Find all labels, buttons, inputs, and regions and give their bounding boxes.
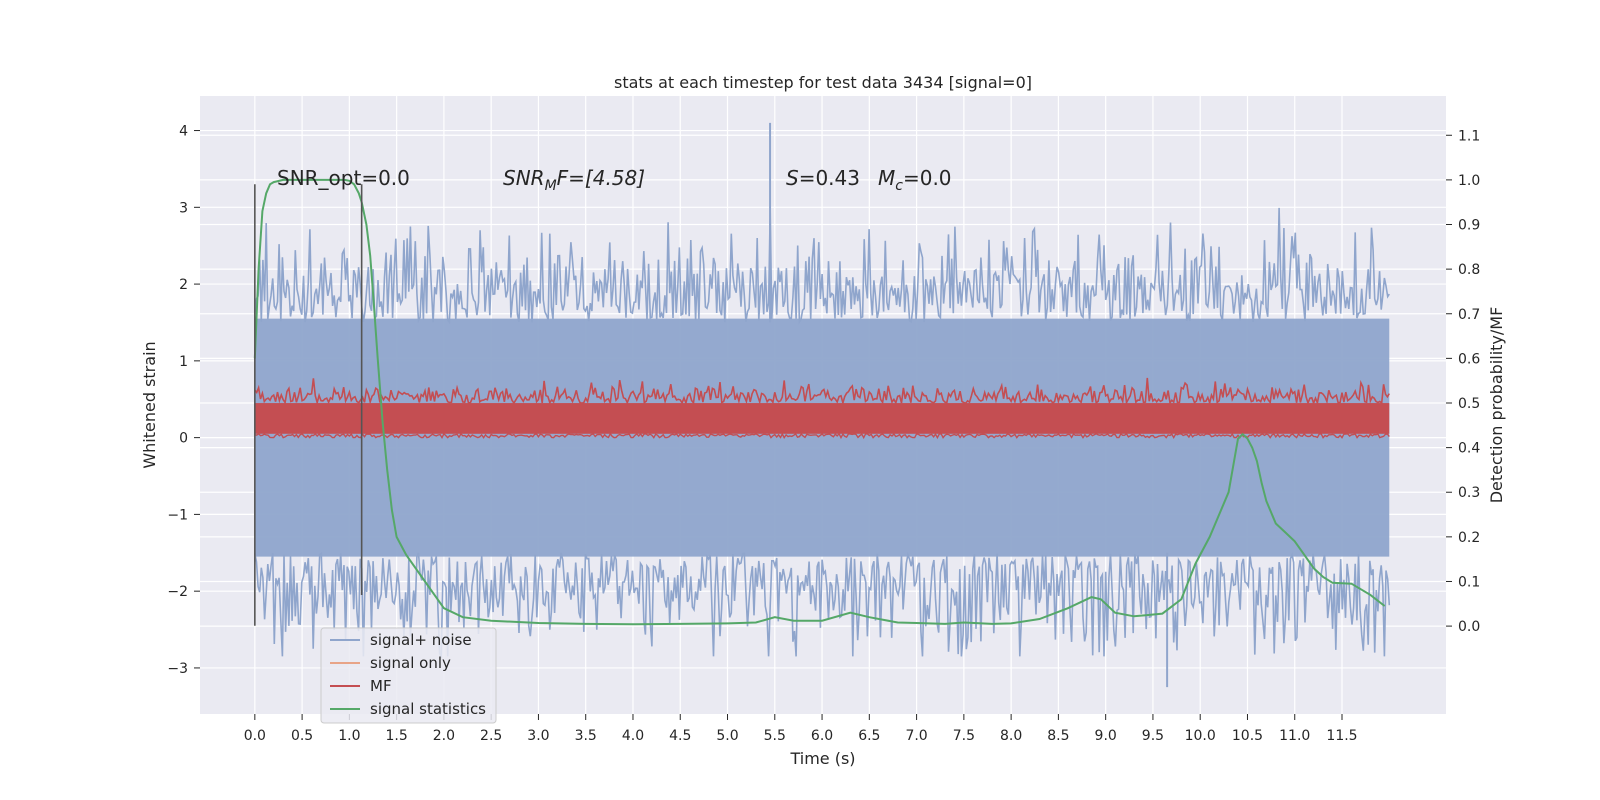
y-axis-title-left: Whitened strain <box>140 341 159 468</box>
series-signal-noise-envelope <box>254 318 1390 557</box>
y-tick-label-right: 0.2 <box>1458 530 1480 546</box>
y-tick-label-right: 0.0 <box>1458 619 1480 635</box>
legend: signal+ noise signal only MF signal stat… <box>320 627 497 724</box>
y-tick-label-right: 0.1 <box>1458 574 1480 590</box>
vertical-markers <box>254 184 363 626</box>
y-tick-label-left: −1 <box>167 507 188 523</box>
legend-label-mf: MF <box>370 677 392 695</box>
legend-label-signal-noise: signal+ noise <box>370 631 472 649</box>
y-tick-label-left: −3 <box>167 661 188 677</box>
x-axis-title: Time (s) <box>789 749 855 768</box>
x-tick-label: 0.5 <box>291 728 313 744</box>
annotation-snr-mf-base: SNR <box>503 166 545 190</box>
annotation-snr-mf-rest: F=[4.58] <box>557 166 645 190</box>
y-tick-label-left: 0 <box>179 431 188 447</box>
x-tick-label: 4.5 <box>669 728 691 744</box>
chart-title: stats at each timestep for test data 343… <box>614 73 1032 92</box>
y-tick-label-right: 0.5 <box>1458 396 1480 412</box>
annotation-mc-var: M <box>878 166 895 190</box>
y-tick-label-left: 2 <box>179 277 188 293</box>
annotation-s-var: S <box>786 166 799 190</box>
x-tick-label: 2.5 <box>480 728 502 744</box>
x-tick-label: 5.5 <box>764 728 786 744</box>
legend-box <box>320 627 497 724</box>
x-tick-label: 3.0 <box>527 728 549 744</box>
annotation-mc-sub: c <box>895 178 903 194</box>
y-tick-label-left: 1 <box>179 354 188 370</box>
annotation-snr-opt: SNR_opt=0.0 <box>277 166 410 190</box>
x-tick-label: 9.5 <box>1142 728 1164 744</box>
x-tick-label: 2.0 <box>433 728 455 744</box>
x-tick-label: 1.5 <box>386 728 408 744</box>
series-signal-noise-lower <box>254 551 1391 660</box>
legend-label-signal-statistics: signal statistics <box>370 700 486 718</box>
axis-ticks: 0.0 0.5 1.0 1.5 2.0 2.5 3.0 3.5 4.0 4.5 5.0 5.5 6.0 6… <box>167 124 1480 744</box>
annotation-s-value: =0.43 <box>799 166 860 190</box>
y-tick-label-right: 0.4 <box>1458 441 1480 457</box>
annotation-mc-value: =0.0 <box>903 166 952 190</box>
y-tick-label-left: 3 <box>179 200 188 216</box>
series-mf-band <box>254 403 1390 434</box>
x-tick-label: 5.0 <box>716 728 738 744</box>
series-mf-upper <box>254 377 1390 406</box>
y-tick-label-right: 0.8 <box>1458 262 1480 278</box>
x-tick-label: 6.0 <box>811 728 833 744</box>
x-tick-label: 8.5 <box>1047 728 1069 744</box>
x-tick-label: 8.0 <box>1000 728 1022 744</box>
y-tick-label-right: 0.6 <box>1458 351 1480 367</box>
x-tick-label: 0.0 <box>244 728 266 744</box>
x-tick-label: 4.0 <box>622 728 644 744</box>
x-tick-label: 3.5 <box>575 728 597 744</box>
legend-label-signal-only: signal only <box>370 654 451 672</box>
x-tick-label: 11.5 <box>1326 728 1357 744</box>
x-tick-label: 6.5 <box>858 728 880 744</box>
y-axis-title-right: Detection probability/MF <box>1487 307 1506 504</box>
series-signal-statistics-line <box>253 178 1386 626</box>
x-tick-label: 10.5 <box>1232 728 1263 744</box>
y-tick-label-right: 0.3 <box>1458 485 1480 501</box>
series-mf-lower <box>254 432 1390 440</box>
x-tick-label: 11.0 <box>1279 728 1310 744</box>
annotation-s-mc: S=0.43 Mc=0.0 <box>786 166 952 194</box>
x-tick-label: 9.0 <box>1095 728 1117 744</box>
y-tick-label-right: 0.9 <box>1458 218 1480 234</box>
annotation-snr-mf-sub: M <box>545 178 557 194</box>
y-tick-label-left: 4 <box>179 124 188 140</box>
x-tick-label: 7.5 <box>953 728 975 744</box>
y-tick-label-left: −2 <box>167 584 188 600</box>
y-tick-label-right: 1.0 <box>1458 173 1480 189</box>
x-tick-label: 10.0 <box>1185 728 1216 744</box>
series-signal-noise-upper <box>254 207 1390 325</box>
x-tick-label: 7.0 <box>905 728 927 744</box>
x-tick-label: 1.0 <box>338 728 360 744</box>
y-tick-label-right: 0.7 <box>1458 307 1480 323</box>
y-tick-label-right: 1.1 <box>1458 128 1480 144</box>
plot-content <box>253 122 1391 688</box>
annotation-snr-mf: SNRMF=[4.58] <box>503 166 645 194</box>
